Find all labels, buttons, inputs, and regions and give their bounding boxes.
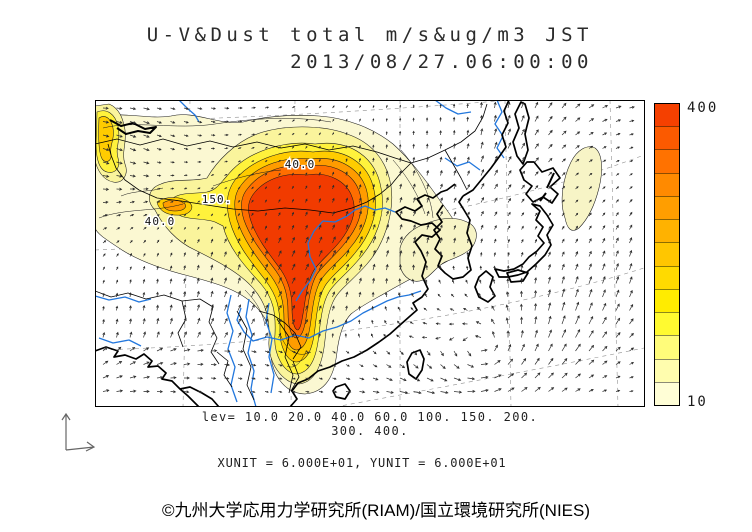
x-axis-arrow	[65, 441, 96, 452]
dust-filled-contours	[94, 103, 602, 395]
dust-map: 40.0 150. 40.0	[94, 89, 645, 408]
colorbar-segment	[655, 265, 679, 289]
colorbar	[654, 103, 680, 406]
colorbar-segment	[655, 242, 679, 266]
axes-indicator	[61, 412, 96, 452]
colorbar-segment	[655, 104, 679, 127]
colorbar-min-label: 10	[687, 394, 708, 410]
vector-units-caption: XUNIT = 6.000E+01, YUNIT = 6.000E+01	[217, 456, 507, 470]
contour-levels-caption-line1: lev= 10.0 20.0 40.0 60.0 100. 150. 200.	[201, 410, 539, 424]
plot-timestamp: 2013/08/27.06:00:00	[290, 51, 593, 73]
contour-label-40-lower: 40.0	[145, 215, 176, 228]
terrain-ridge-marks	[109, 119, 555, 202]
contour-label-40-upper: 40.0	[285, 158, 316, 171]
colorbar-segment	[655, 172, 679, 196]
contour-label-150: 150.	[202, 193, 233, 206]
wind-vector-field	[102, 101, 635, 395]
colorbar-segment	[655, 149, 679, 173]
contour-labels: 40.0 150. 40.0	[143, 157, 316, 230]
map-panel: 40.0 150. 40.0	[94, 89, 645, 408]
colorbar-segment	[655, 358, 679, 382]
colorbar-max-label: 400	[687, 100, 719, 116]
plot-title-line1: U-V&Dust total m/s&ug/m3 JST	[146, 24, 593, 46]
contour-levels-caption-line2: 300. 400.	[331, 424, 409, 438]
colorbar-segment	[655, 126, 679, 150]
colorbar-segment	[655, 219, 679, 243]
colorbar-segment	[655, 335, 679, 359]
colorbar-segment	[655, 381, 679, 406]
copyright-note: ©九州大学応用力学研究所(RIAM)/国立環境研究所(NIES)	[161, 501, 591, 520]
map-frame	[95, 100, 645, 407]
colorbar-segment	[655, 195, 679, 220]
y-axis-arrow	[61, 412, 71, 450]
colorbar-segment	[655, 288, 679, 313]
plot-title: U-V&Dust total m/s&ug/m3 JST 2013/08/27.…	[147, 24, 593, 73]
country-borders	[94, 103, 488, 401]
colorbar-segment	[655, 312, 679, 336]
